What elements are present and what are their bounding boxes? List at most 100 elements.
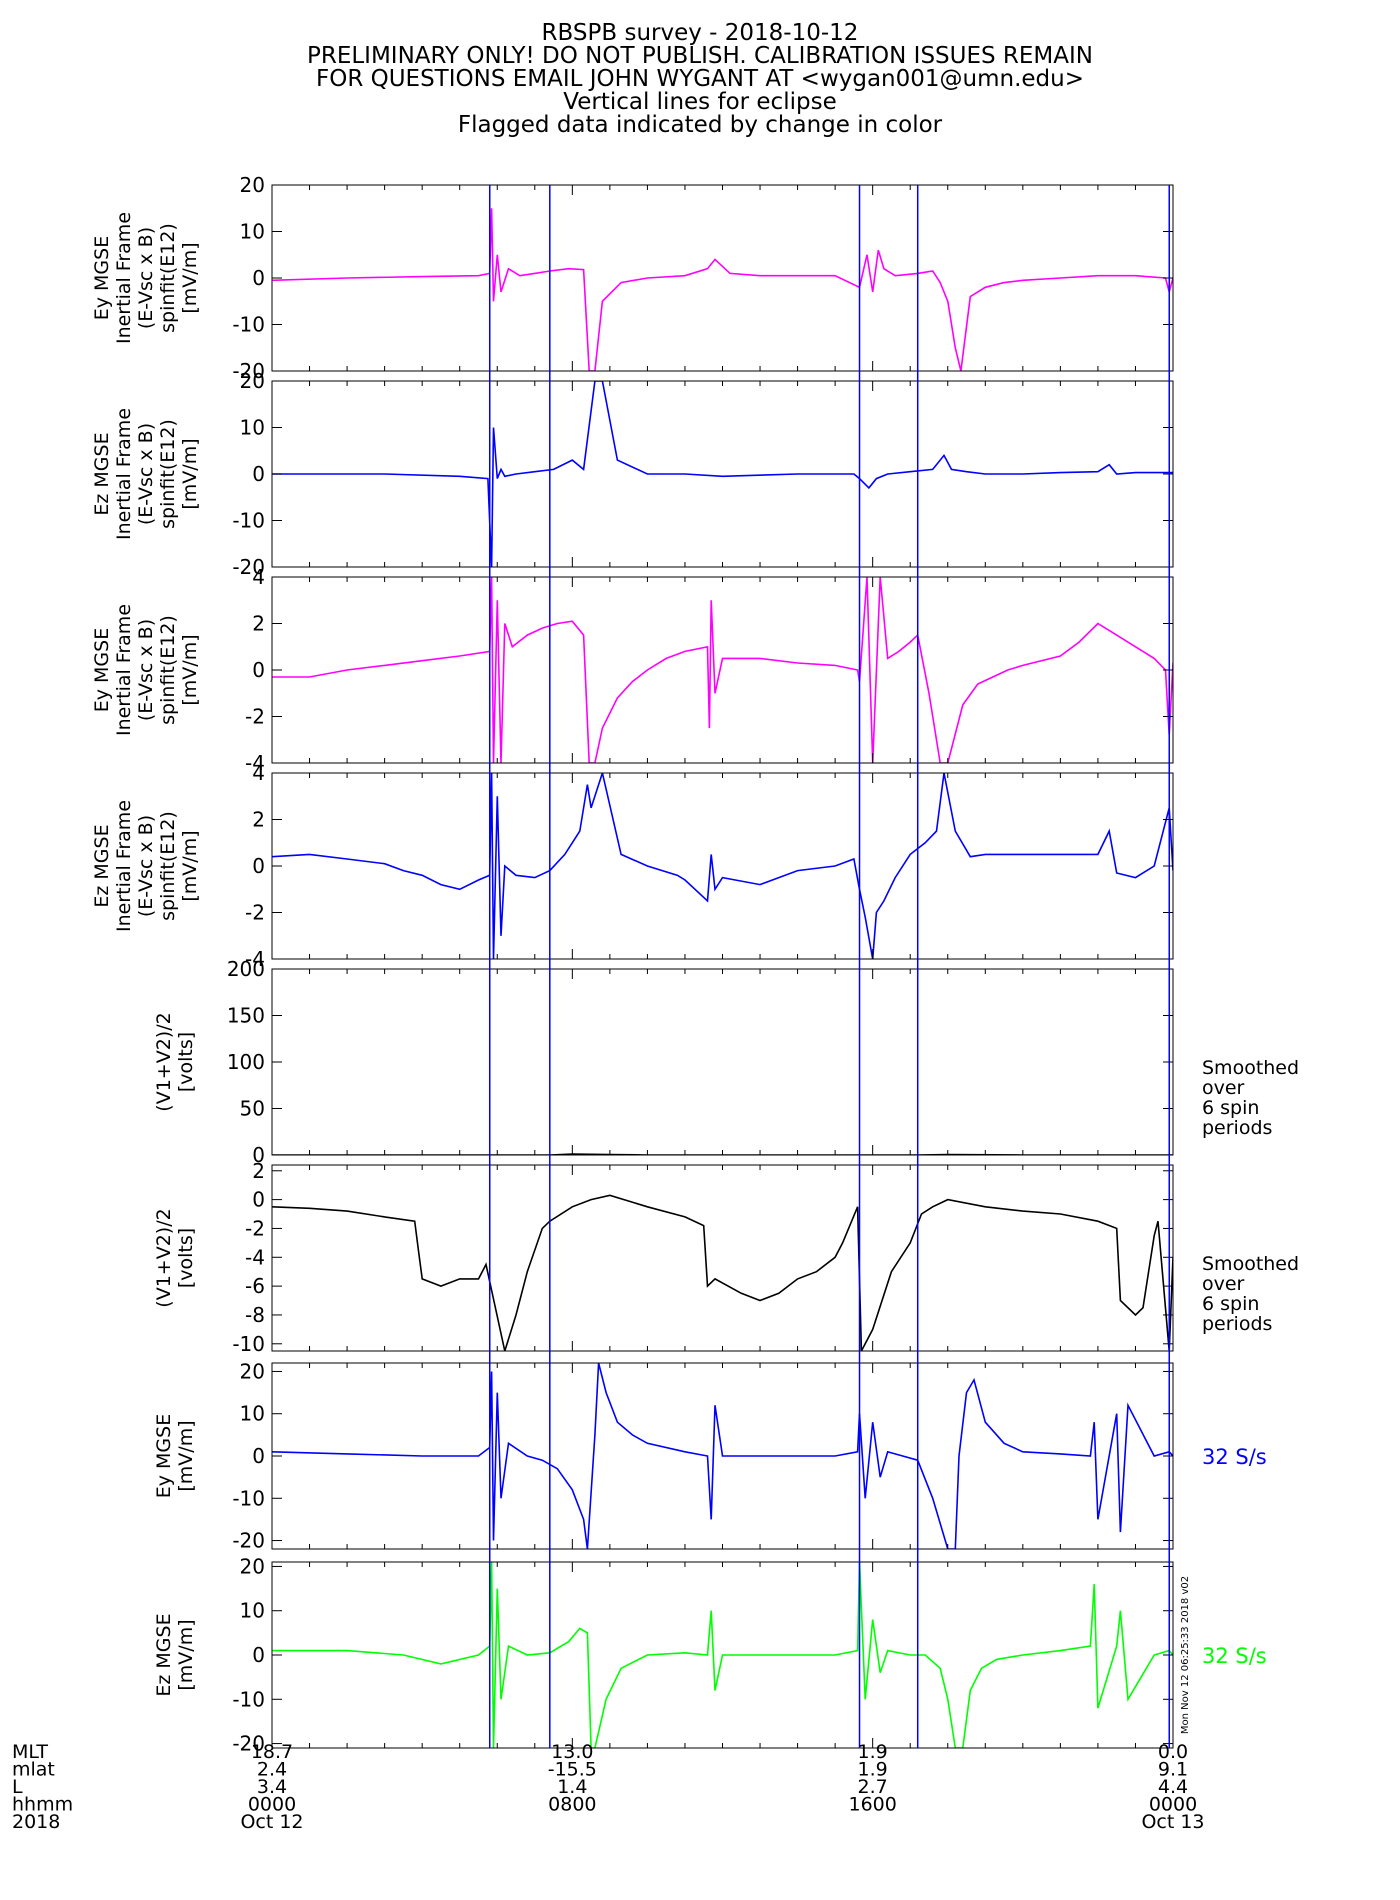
panel-4-ylabel-line: spinfit(E12): [157, 811, 179, 921]
panel-7-ytick-label: 20: [240, 1359, 265, 1383]
panel-4-ytick-label: 2: [252, 808, 265, 832]
panel-8-ytick-label: 20: [240, 1554, 265, 1578]
xaxis-row-label: 2018: [12, 1811, 60, 1833]
panel-6-ytick-label: -4: [245, 1245, 265, 1269]
panel-8-ytick-label: -10: [232, 1687, 265, 1711]
panel-1-ytick-label: 20: [240, 173, 265, 197]
panel-1-frame: [271, 184, 1174, 372]
header-title: RBSPB survey - 2018-10-12: [541, 20, 859, 46]
panel-1-ylabel-line: [mV/m]: [179, 242, 201, 313]
panel-1-ylabel-line: Ey MGSE: [91, 236, 113, 320]
panel-3-ylabel-line: [mV/m]: [179, 634, 201, 705]
panel-6-series-line: [272, 1194, 1173, 1351]
panel-5-ytick-label: 200: [227, 957, 265, 981]
panel-8-ylabel-line: [mV/m]: [175, 1619, 197, 1690]
xaxis-row-label: L: [12, 1776, 23, 1798]
panel-4-ylabel-line: Inertial Frame: [113, 800, 135, 932]
panel-1-ytick-label: -10: [232, 313, 265, 337]
panel-7-ytick-label: -20: [232, 1529, 265, 1553]
xaxis-tick-label: 18.7: [251, 1741, 293, 1763]
panel-3-ylabel-line: Inertial Frame: [113, 604, 135, 736]
panel-2-ylabel-line: spinfit(E12): [157, 419, 179, 529]
panel-6-frame: [271, 1164, 1174, 1352]
panel-4-ylabel-line: (E-Vsc x B): [135, 815, 157, 917]
xaxis-tick-label: 9.1: [1158, 1759, 1188, 1781]
xaxis-tick-label: 1.9: [858, 1741, 888, 1763]
panel-3-series-line: [272, 577, 1173, 763]
panel-2-ytick-label: 20: [240, 369, 265, 393]
panel-6-ytick-label: 0: [252, 1188, 265, 1212]
panel-6-side-note: 6 spin: [1202, 1293, 1259, 1315]
panel-7-side-note: 32 S/s: [1202, 1445, 1267, 1469]
panel-2-ytick-label: -20: [232, 555, 265, 579]
xaxis-tick-label: 4.4: [1158, 1776, 1188, 1798]
xaxis-tick-label: 1.9: [858, 1759, 888, 1781]
panel-4-ylabel-line: [mV/m]: [179, 830, 201, 901]
panel-5-frame: [271, 968, 1174, 1156]
panel-5-side-note: 6 spin: [1202, 1097, 1259, 1119]
panel-4-series-line: [272, 773, 1173, 959]
panel-2-ytick-label: -10: [232, 509, 265, 533]
panel-8-ytick-label: -20: [232, 1732, 265, 1756]
panel-3-ytick-label: -4: [245, 751, 265, 775]
panel-8-side-note: 32 S/s: [1202, 1644, 1267, 1668]
panel-7-series-line: [272, 1363, 1173, 1549]
header-contact: FOR QUESTIONS EMAIL JOHN WYGANT AT <wyga…: [315, 66, 1085, 92]
header-flag-note: Flagged data indicated by change in colo…: [457, 112, 943, 138]
xaxis-tick-label: 0000: [1149, 1794, 1197, 1816]
panel-7-ylabel-line: [mV/m]: [175, 1420, 197, 1491]
panel-7-ylabel-line: Ey MGSE: [153, 1414, 175, 1498]
panel-2-ylabel-line: Ez MGSE: [91, 432, 113, 515]
panel-6-side-note: periods: [1202, 1313, 1272, 1335]
panel-7-ytick-label: 0: [252, 1444, 265, 1468]
panel-4-ytick-label: 4: [252, 761, 265, 785]
panel-5-ytick-label: 150: [227, 1004, 265, 1028]
panel-6-ytick-label: -10: [232, 1332, 265, 1356]
panel-2-ytick-label: 10: [240, 416, 265, 440]
panel-6-side-note: over: [1202, 1273, 1245, 1295]
panel-2-ylabel-line: (E-Vsc x B): [135, 423, 157, 525]
panel-1-ylabel-line: spinfit(E12): [157, 223, 179, 333]
panel-5-ylabel-line: [volts]: [175, 1032, 197, 1092]
xaxis-tick-label: 0800: [548, 1794, 596, 1816]
panel-6-ylabel-line: [volts]: [175, 1228, 197, 1288]
panel-5-side-note: Smoothed: [1202, 1057, 1299, 1079]
panel-8-ylabel-line: Ez MGSE: [153, 1613, 175, 1696]
xaxis-row-label: MLT: [12, 1741, 48, 1763]
panel-1-ytick-label: -20: [232, 359, 265, 383]
panel-5-ytick-label: 50: [240, 1097, 265, 1121]
panel-5-ytick-label: 100: [227, 1050, 265, 1074]
panel-7-ytick-label: 10: [240, 1402, 265, 1426]
xaxis-row-label: hhmm: [12, 1794, 73, 1816]
header-eclipse-note: Vertical lines for eclipse: [563, 89, 837, 115]
panel-8-ytick-label: 10: [240, 1599, 265, 1623]
panel-4-ytick-label: 0: [252, 854, 265, 878]
panel-4-frame: [271, 772, 1174, 960]
panel-6-ylabel-line: (V1+V2)/2: [153, 1208, 175, 1307]
xaxis-row-label: mlat: [12, 1759, 55, 1781]
panel-3-ylabel-line: spinfit(E12): [157, 615, 179, 725]
panel-5-ytick-label: 0: [252, 1143, 265, 1167]
panel-3-ylabel-line: Ey MGSE: [91, 628, 113, 712]
panel-4-ytick-label: -4: [245, 947, 265, 971]
panel-5-side-note: over: [1202, 1077, 1245, 1099]
xaxis-tick-label: 0.0: [1158, 1741, 1188, 1763]
xaxis-tick-label: Oct 12: [240, 1811, 303, 1833]
panel-6-ytick-label: -6: [245, 1274, 265, 1298]
panel-4-ytick-label: -2: [245, 901, 265, 925]
panel-1-series-line: [272, 208, 1173, 371]
xaxis-tick-label: 0000: [248, 1794, 296, 1816]
xaxis-tick-label: 3.4: [257, 1776, 287, 1798]
panel-3-ytick-label: 4: [252, 565, 265, 589]
panel-8-series-line: [272, 1562, 1173, 1748]
header-warning: PRELIMINARY ONLY! DO NOT PUBLISH. CALIBR…: [306, 43, 1093, 69]
panel-5-ylabel-line: (V1+V2)/2: [153, 1012, 175, 1111]
panel-3-ytick-label: 0: [252, 658, 265, 682]
panel-6-ytick-label: -2: [245, 1216, 265, 1240]
panel-5-side-note: periods: [1202, 1117, 1272, 1139]
plot-header: RBSPB survey - 2018-10-12 PRELIMINARY ON…: [0, 22, 1400, 137]
timestamp-stamp: Mon Nov 12 06:25:33 2018 v02: [1180, 1576, 1191, 1734]
panel-4-ylabel-line: Ez MGSE: [91, 824, 113, 907]
panel-6-ytick-label: -8: [245, 1303, 265, 1327]
